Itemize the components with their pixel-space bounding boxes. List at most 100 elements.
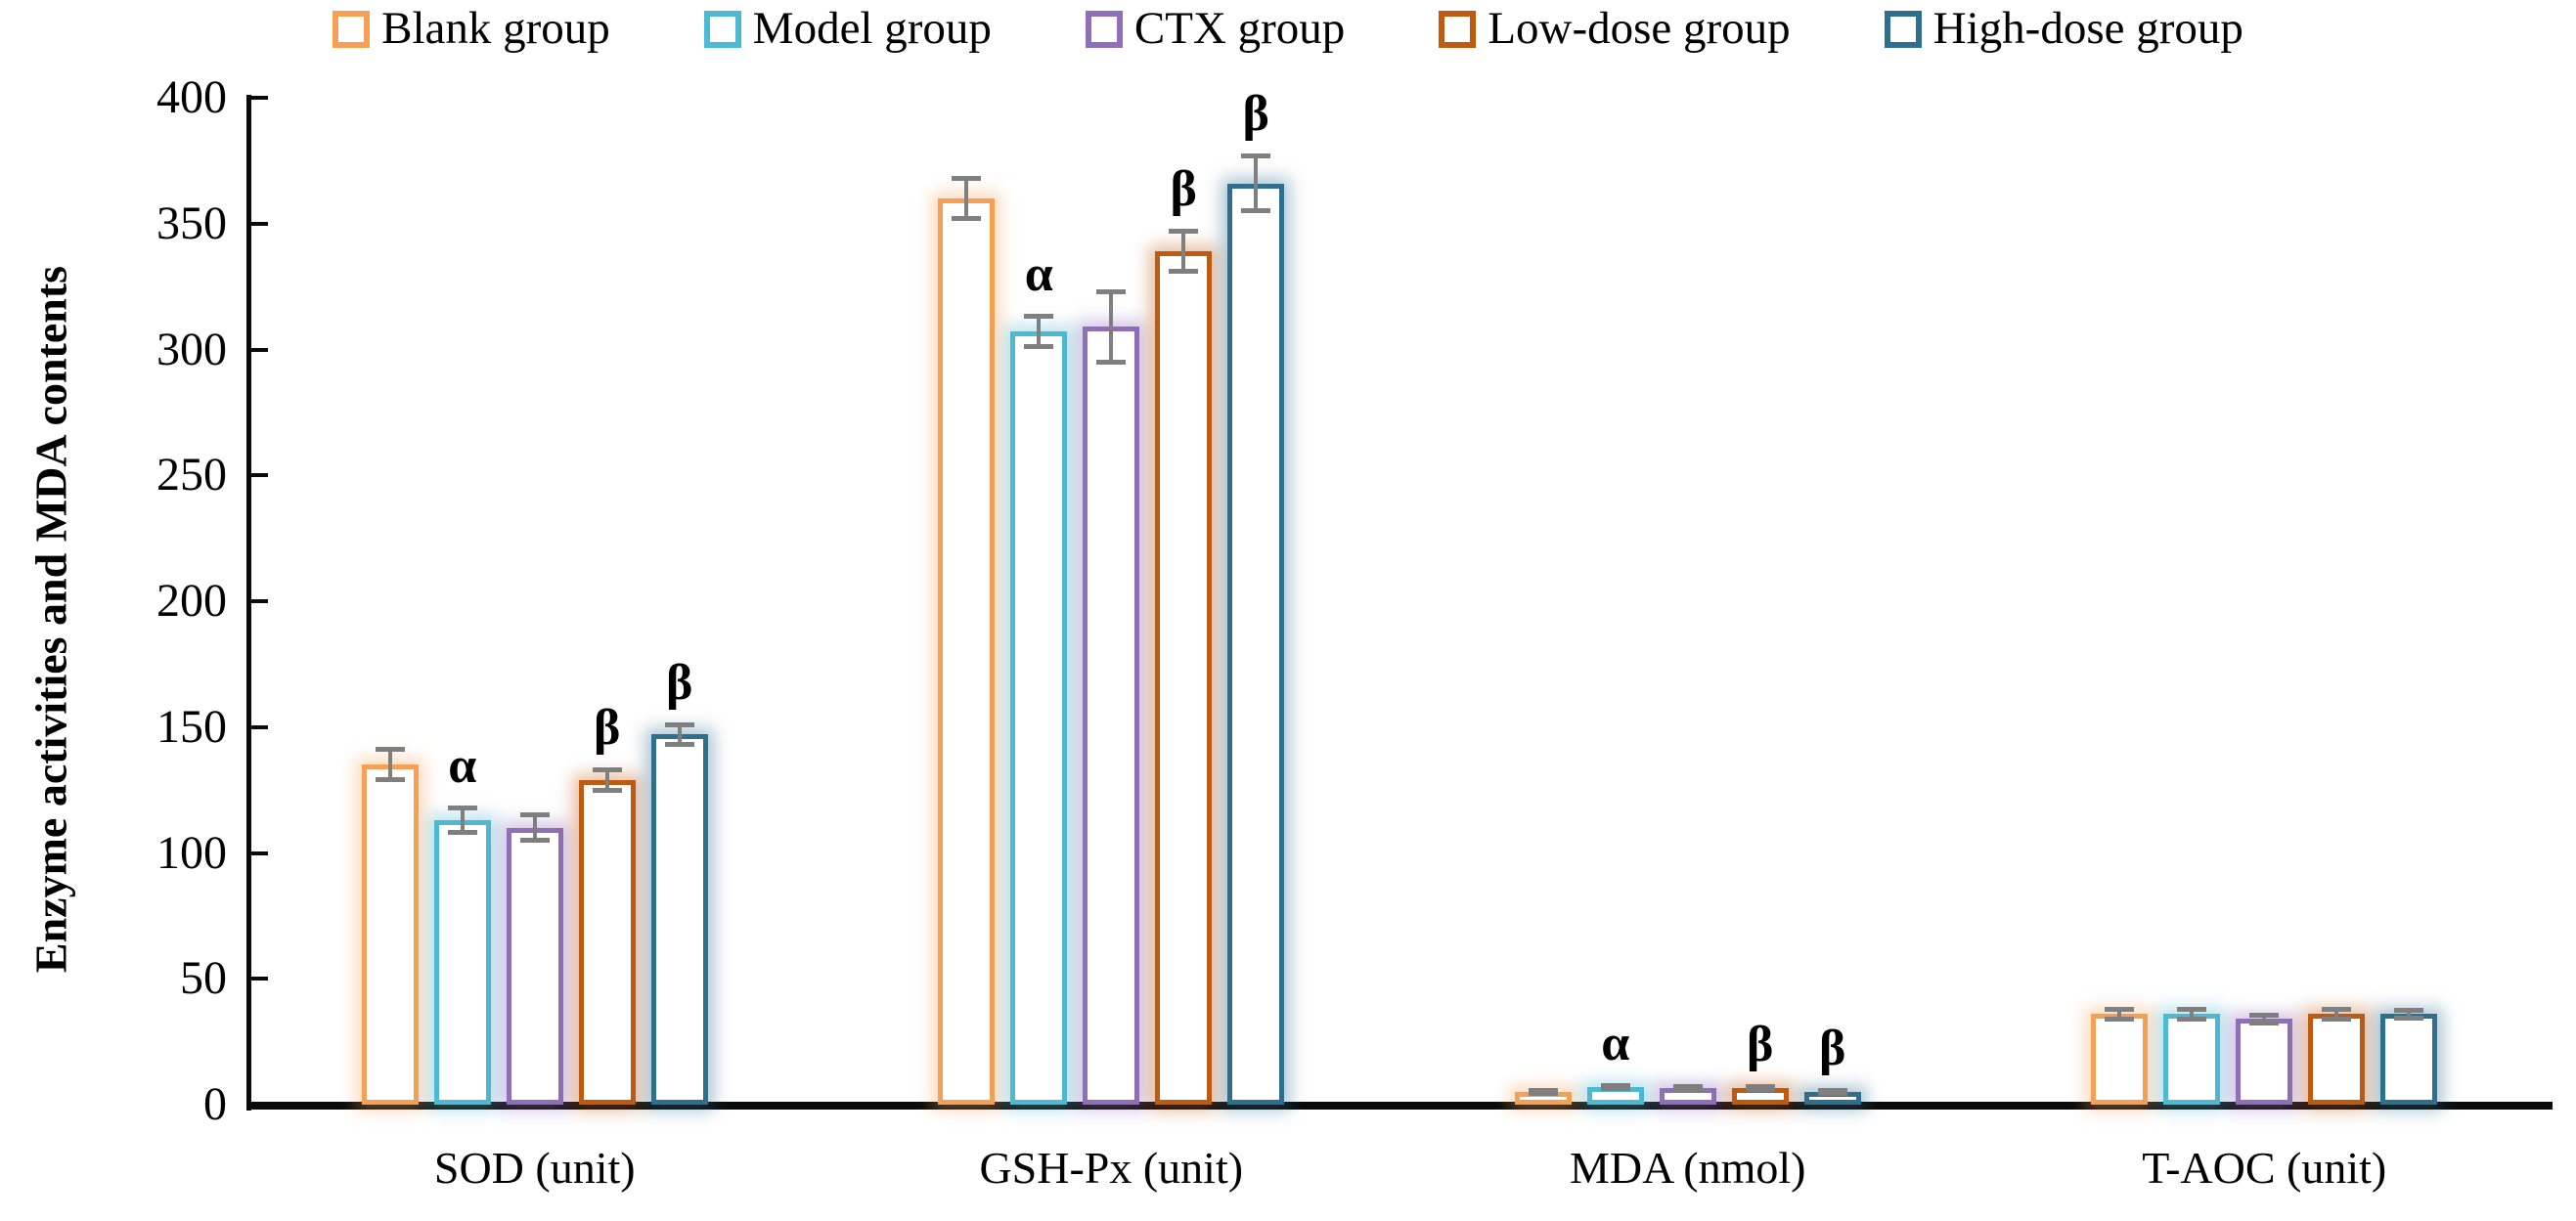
error-bar-cap <box>447 830 477 836</box>
error-bar-cap <box>952 216 982 222</box>
error-bar-stem <box>387 747 392 783</box>
legend-swatch-icon <box>1085 10 1123 48</box>
y-tick-mark <box>251 221 268 226</box>
error-bar-stem <box>2117 1006 2122 1022</box>
y-tick-label: 400 <box>156 71 227 123</box>
y-tick-label: 300 <box>156 323 227 375</box>
significance-label: β <box>594 699 621 756</box>
bar-ctx-group-sod-unit <box>506 827 563 1105</box>
y-tick-mark <box>251 850 268 855</box>
error-bar-cap <box>1241 153 1271 158</box>
error-bar <box>1241 153 1271 214</box>
significance-label: α <box>1024 246 1053 303</box>
error-bar <box>2105 1006 2135 1022</box>
significance-label: β <box>1170 160 1197 217</box>
error-bar-cap <box>1528 1090 1558 1096</box>
error-bar-cap <box>1672 1086 1703 1092</box>
error-bar-cap <box>2105 1006 2135 1012</box>
error-bar-cap <box>447 805 477 810</box>
bar-low-dose-group-sod-unit <box>578 779 636 1105</box>
legend-label: Low-dose group <box>1488 3 1791 54</box>
error-bar-cap <box>1817 1088 1847 1094</box>
legend-swatch-icon <box>1884 10 1922 48</box>
error-bar <box>1528 1088 1558 1096</box>
significance-label: β <box>1819 1021 1846 1077</box>
error-bar <box>1817 1088 1847 1096</box>
error-bar-cap <box>375 747 405 753</box>
y-tick-mark <box>251 473 268 478</box>
legend-item-model-group: Model group <box>703 3 992 54</box>
error-bar-stem <box>2334 1006 2339 1022</box>
y-tick-label: 200 <box>156 575 227 627</box>
legend-swatch-icon <box>703 10 741 48</box>
error-bar-cap <box>664 721 694 727</box>
error-bar-stem <box>1181 228 1186 275</box>
bar-ctx-group-t-aoc-unit <box>2236 1019 2293 1105</box>
error-bar-cap <box>2394 1015 2424 1021</box>
bar-blank-group-sod-unit <box>361 764 419 1105</box>
bar-high-dose-group-sod-unit <box>650 734 708 1105</box>
x-axis-line <box>246 1102 2553 1110</box>
error-bar <box>1169 228 1199 275</box>
error-bar-cap <box>375 777 405 783</box>
legend-swatch-icon <box>1439 10 1477 48</box>
error-bar-cap <box>2105 1017 2135 1022</box>
error-bar <box>1024 314 1054 350</box>
error-bar-stem <box>1037 314 1042 350</box>
error-bar <box>952 175 982 222</box>
error-bar-cap <box>2322 1017 2352 1022</box>
category-label-t-aoc-unit: T-AOC (unit) <box>2142 1143 2387 1193</box>
significance-label: β <box>1747 1017 1774 1073</box>
bar-model-group-t-aoc-unit <box>2163 1014 2221 1105</box>
legend-label: Blank group <box>381 3 610 54</box>
error-bar-cap <box>1024 314 1054 320</box>
category-label-gsh-px-unit: GSH-Px (unit) <box>979 1143 1244 1193</box>
legend-label: High-dose group <box>1932 3 2243 54</box>
error-bar-cap <box>1600 1083 1630 1089</box>
y-tick-label: 100 <box>156 826 227 879</box>
significance-label: β <box>666 654 693 711</box>
bar-low-dose-group-t-aoc-unit <box>2308 1014 2366 1105</box>
error-bar-cap <box>1169 228 1199 234</box>
error-bar-cap <box>2177 1017 2207 1022</box>
y-tick-mark <box>251 599 268 603</box>
category-label-sod-unit: SOD (unit) <box>433 1143 636 1193</box>
error-bar-cap <box>2322 1006 2352 1012</box>
error-bar-stem <box>604 766 609 793</box>
error-bar <box>2394 1007 2424 1021</box>
legend-item-blank-group: Blank group <box>333 6 610 52</box>
error-bar-cap <box>1745 1087 1775 1093</box>
error-bar-cap <box>1817 1090 1847 1096</box>
y-tick-mark <box>251 724 268 729</box>
error-bar-cap <box>2249 1013 2280 1018</box>
bar-low-dose-group-gsh-px-unit <box>1155 251 1213 1105</box>
significance-label: α <box>448 737 477 794</box>
error-bar-stem <box>1254 153 1259 214</box>
error-bar-cap <box>1241 208 1271 214</box>
error-bar-cap <box>519 838 550 844</box>
y-tick-mark <box>251 96 268 100</box>
bar-blank-group-t-aoc-unit <box>2091 1014 2149 1105</box>
category-label-mda-nmol: MDA (nmol) <box>1570 1143 1806 1193</box>
error-bar-cap <box>1096 359 1127 365</box>
y-tick-label: 150 <box>156 700 227 753</box>
legend-label: Model group <box>752 3 992 54</box>
error-bar <box>375 747 405 783</box>
error-bar-cap <box>592 766 622 772</box>
legend-label: CTX group <box>1133 3 1346 54</box>
error-bar-cap <box>664 742 694 748</box>
bar-blank-group-gsh-px-unit <box>938 198 996 1105</box>
error-bar-stem <box>2262 1013 2267 1025</box>
error-bar-cap <box>519 812 550 818</box>
y-axis-line <box>246 95 251 1111</box>
error-bar-stem <box>2407 1007 2412 1021</box>
legend-swatch-icon <box>333 10 371 48</box>
y-tick-label: 0 <box>203 1078 227 1130</box>
error-bar <box>664 721 694 748</box>
error-bar-stem <box>532 812 537 844</box>
legend: Blank group Model group CTX group Low-dose … <box>0 6 2576 52</box>
error-bar <box>2177 1006 2207 1022</box>
error-bar <box>1096 288 1127 365</box>
legend-item-low-dose-group: Low-dose group <box>1439 3 1791 54</box>
